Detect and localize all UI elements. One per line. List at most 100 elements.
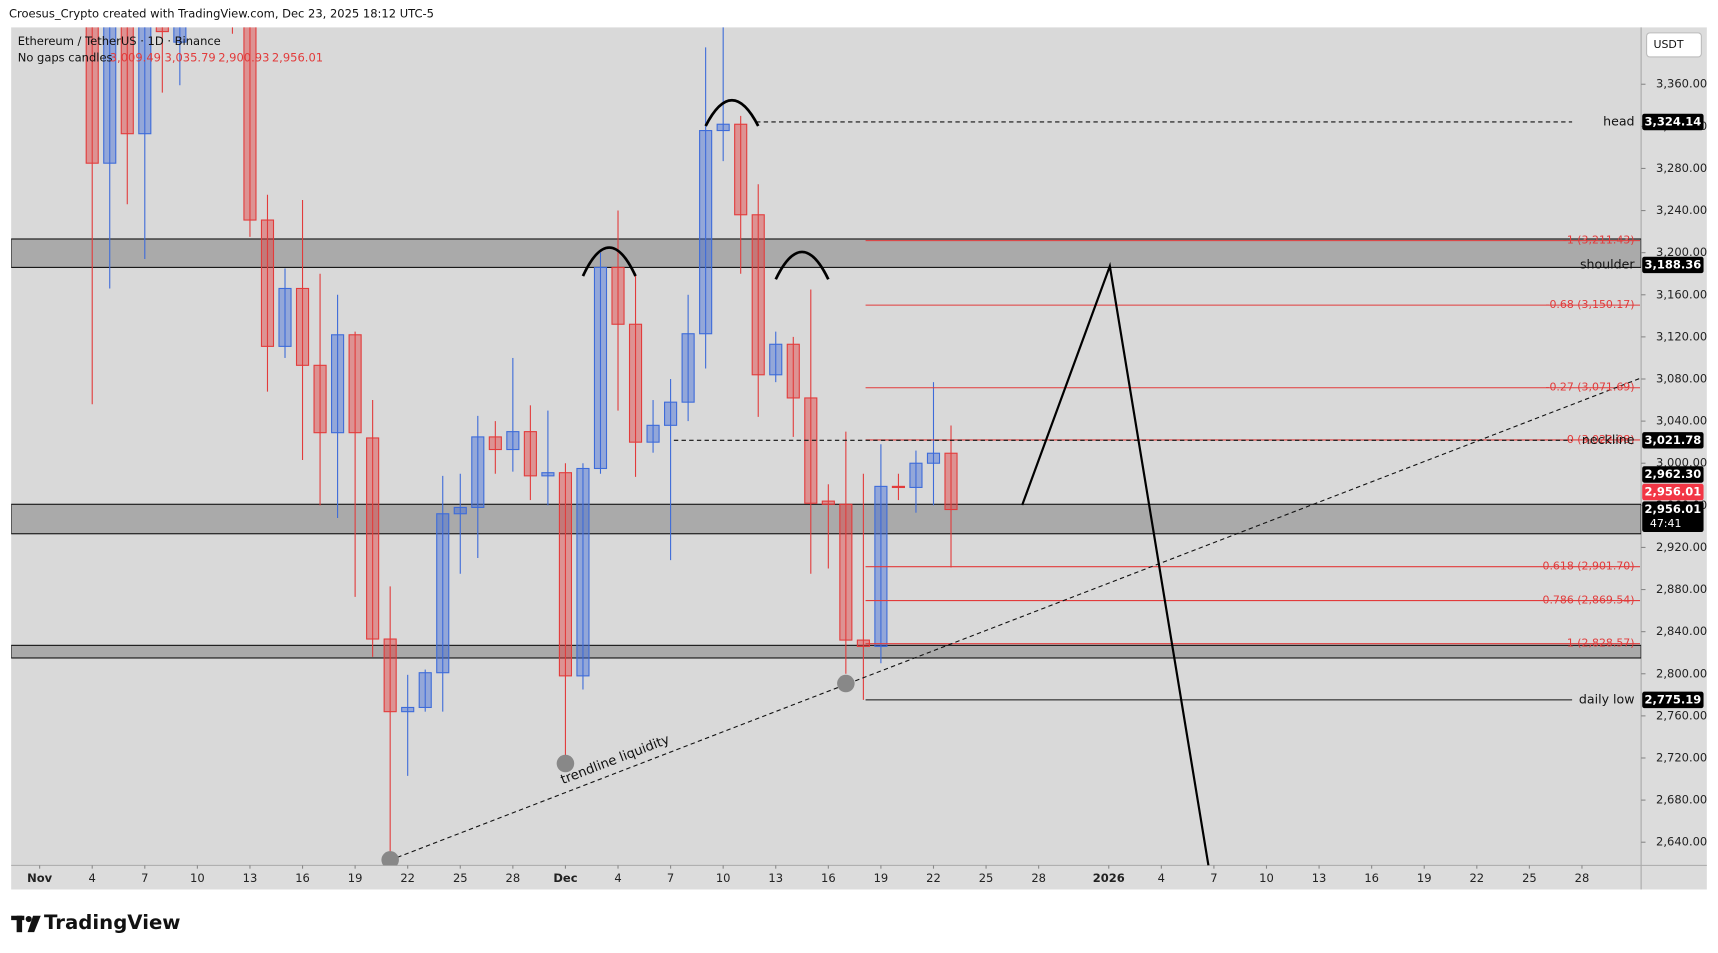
price-tag-label: 3,324.14 (1645, 114, 1702, 128)
y-tick-label: 3,040.00 (1656, 414, 1707, 428)
x-tick-label: 2026 (1093, 871, 1125, 885)
x-tick-label: 22 (926, 871, 941, 885)
fib-label: 0.618 (2,901.70) (1543, 560, 1635, 573)
touch-point (837, 674, 855, 693)
head-arc (704, 98, 760, 127)
ohlc-value: 3,009.49 (110, 51, 161, 65)
x-tick-label: Dec (553, 871, 577, 885)
price-tag (1642, 483, 1704, 501)
x-tick-label: 7 (1210, 871, 1217, 885)
fib-label: -1 (3,211.43) (1563, 234, 1635, 247)
ohlc-value: 2,900.93 (218, 51, 269, 65)
y-tick-label: 2,800.00 (1656, 666, 1707, 680)
price-countdown: 47:41 (1650, 517, 1682, 530)
y-tick-label: 3,240.00 (1656, 203, 1707, 217)
ohlc-value: 2,956.01 (272, 51, 323, 65)
candle-body (401, 706, 415, 713)
x-tick-label: 7 (141, 871, 148, 885)
candle-body (628, 323, 643, 443)
candle-body (821, 500, 835, 505)
chart-title: Ethereum / TetherUS · 1D · Binance (18, 34, 221, 48)
price-tag (1642, 691, 1704, 709)
candle-body (558, 472, 573, 677)
touch-point (556, 754, 575, 773)
x-tick-label: 4 (89, 871, 96, 885)
x-tick-label: 13 (243, 871, 258, 885)
x-tick-label: 28 (1575, 871, 1590, 885)
x-tick-label: 7 (667, 871, 674, 885)
touch-point (381, 851, 399, 866)
y-tick-label: 3,160.00 (1656, 287, 1707, 301)
price-tag (1642, 501, 1704, 532)
x-tick-label: 19 (348, 871, 363, 885)
x-tick-label: 25 (453, 871, 468, 885)
plot (11, 27, 1642, 861)
x-tick-label: 19 (1417, 871, 1432, 885)
zone (11, 644, 1642, 659)
level-label: daily low (1579, 691, 1635, 706)
credit: Croesus_Crypto created with TradingView.… (9, 7, 434, 21)
y-tick-label: 2,840.00 (1656, 624, 1707, 638)
y-tick-label: 3,360.00 (1656, 77, 1707, 91)
shoulder-arc (774, 250, 830, 280)
price-tag-label: 2,962.30 (1645, 467, 1702, 481)
candle-body (155, 27, 169, 33)
candle-body (734, 123, 748, 216)
brand-logo (11, 915, 41, 933)
fib-label: 0.786 (2,869.54) (1543, 594, 1635, 607)
logo-part (25, 915, 32, 923)
candle-body (120, 27, 134, 135)
candle-body (488, 436, 502, 451)
price-tag (1642, 432, 1704, 449)
candle-body (611, 266, 625, 325)
price-tag-label: 3,188.36 (1645, 257, 1702, 271)
candle-body (348, 334, 362, 434)
candle-body (541, 472, 555, 477)
candle-body (331, 334, 345, 434)
y-tick-label: 2,720.00 (1656, 750, 1707, 764)
x-tick-label: 4 (1158, 871, 1165, 885)
price-tag-label: 2,956.01 (1645, 485, 1702, 499)
candle-body (295, 287, 310, 366)
level-label: head (1603, 113, 1634, 128)
trendline (389, 377, 1642, 861)
ohlc-value: 3,035.79 (165, 51, 216, 65)
brand: TradingView (44, 911, 181, 934)
y-tick-label: 2,880.00 (1656, 582, 1707, 596)
candle-body (769, 343, 783, 376)
candle-body (944, 452, 958, 511)
x-tick-label: 28 (506, 871, 521, 885)
zone (11, 238, 1642, 268)
x-tick-label: 25 (979, 871, 994, 885)
candle-body (278, 287, 292, 347)
y-tick-label: 2,680.00 (1656, 793, 1707, 807)
candle-body (243, 27, 257, 221)
price-tag (1642, 256, 1704, 274)
y-tick-label: 3,120.00 (1656, 329, 1707, 343)
x-tick-label: 25 (1522, 871, 1537, 885)
candle-body (471, 436, 485, 508)
x-tick-label: 4 (614, 871, 621, 885)
fib-label: 0 (3,022.08) (1567, 433, 1635, 446)
candle-body (260, 219, 275, 347)
price-tag (1642, 466, 1704, 483)
candle-body (699, 130, 713, 335)
candle-body (103, 27, 117, 164)
time-axis (11, 865, 1642, 890)
level-label: shoulder (1580, 256, 1635, 271)
y-tick-label: 2,640.00 (1656, 835, 1707, 849)
candle-body (506, 431, 520, 451)
candle-body (909, 462, 923, 488)
y-tick-label: 3,080.00 (1656, 372, 1707, 386)
candle-body (891, 485, 906, 489)
overlay: 2,640.00 2,680.00 2,720.00 2,760.00 2,800.00… (27, 77, 1707, 885)
currency-box[interactable] (1646, 32, 1702, 58)
x-tick-label: Nov (27, 871, 53, 885)
candle-body (751, 214, 765, 376)
y-tick-label: 2,760.00 (1656, 708, 1707, 722)
price-tag-label: 2,956.01 (1645, 502, 1702, 516)
x-tick-label: 22 (1469, 871, 1484, 885)
candle-body (804, 397, 818, 504)
drawings (381, 98, 1210, 866)
x-tick-label: 16 (1364, 871, 1379, 885)
